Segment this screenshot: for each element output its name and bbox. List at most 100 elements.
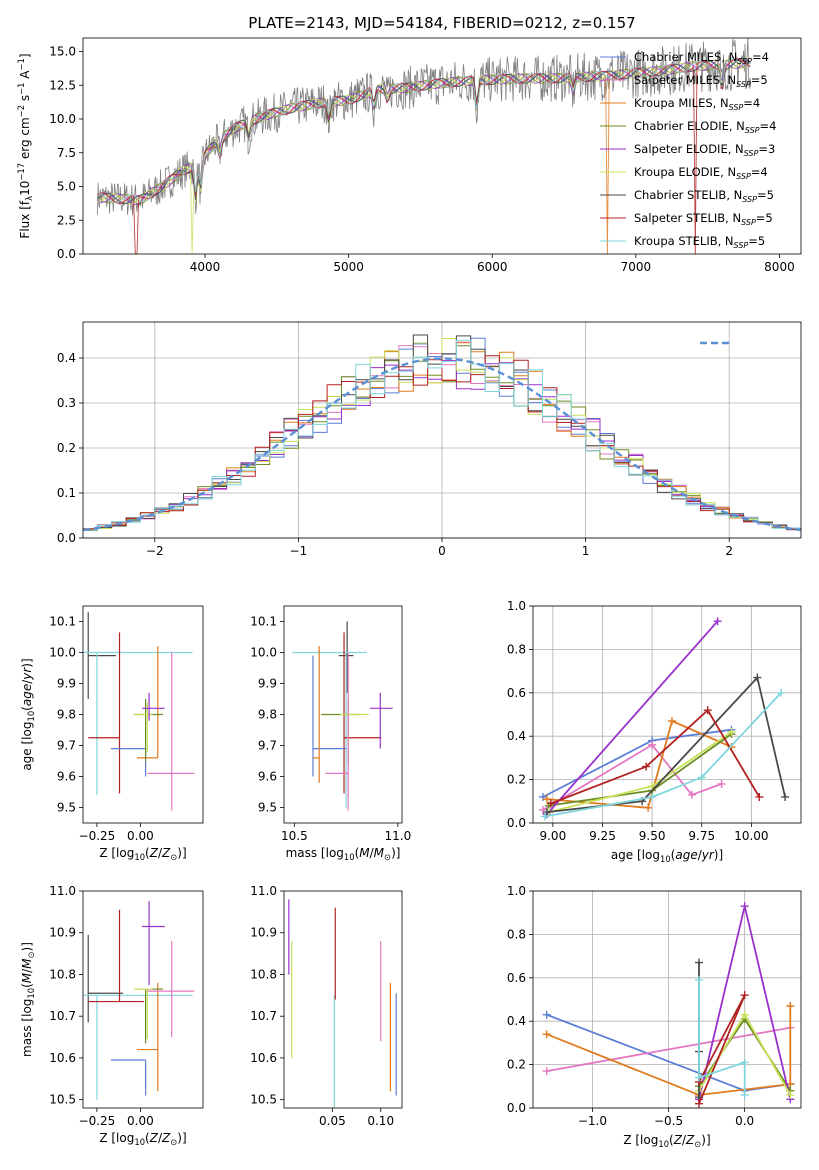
x-tick-label: −1 <box>290 544 308 558</box>
mass-weight-line <box>546 620 719 815</box>
y-tick-label: 11.0 <box>250 884 277 898</box>
mass-weight-marker <box>781 792 790 801</box>
mass-weight-marker <box>542 1030 551 1039</box>
axes-frame <box>283 605 403 824</box>
x-tick-label: 0.00 <box>127 1114 154 1128</box>
y-tick-label: 10.6 <box>250 1051 277 1065</box>
mass-weight-marker <box>542 1067 551 1076</box>
mass-weight-marker <box>687 790 696 799</box>
massweight-vs-metallicity-panel: −1.0 −0.5 0.0 0.0 0.2 0.4 0.6 0.8 1.0 Z [log10(Z/… <box>507 884 802 1149</box>
mass-weight-marker <box>740 991 749 1000</box>
x-axis-label: age [log10(age/yr)] <box>611 848 723 864</box>
y-tick-label: 0.0 <box>57 247 76 261</box>
y-tick-label: 0.2 <box>57 441 76 455</box>
y-tick-label: 0.2 <box>507 1058 526 1072</box>
x-tick-label: 9.25 <box>589 829 616 843</box>
y-tick-label: 10.5 <box>49 1093 76 1107</box>
y-axis-label: mass [log10(M/M⊙)] <box>20 942 36 1057</box>
y-tick-label: 1.0 <box>507 884 526 898</box>
model-spectrum-line <box>97 57 751 205</box>
mass-vs-metallicity-panel: −0.25 0.00 10.5 10.6 10.7 10.8 10.9 11.0 Z [log1… <box>20 884 204 1147</box>
y-tick-label: 10.6 <box>49 1051 76 1065</box>
x-tick-label: 10.5 <box>281 829 308 843</box>
mass-weight-marker <box>648 782 657 791</box>
legend-label: Salpeter MILES, NSSP=5 <box>634 73 768 89</box>
y-tick-label: 0.8 <box>507 927 526 941</box>
plot-area <box>83 612 195 811</box>
x-tick-label: −0.5 <box>654 1114 683 1128</box>
x-tick-label: 0.0 <box>735 1114 754 1128</box>
y-tick-label: 1.0 <box>507 599 526 613</box>
y-tick-label: 10.1 <box>250 615 277 629</box>
x-tick-label: 8000 <box>764 260 795 274</box>
x-tick-label: 9.50 <box>639 829 666 843</box>
plot-area <box>538 617 790 821</box>
y-tick-label: 5.0 <box>57 180 76 194</box>
x-tick-label: 2 <box>725 544 733 558</box>
plot-area <box>288 899 397 1108</box>
mass-weight-marker <box>753 673 762 682</box>
x-tick-label: 7000 <box>621 260 652 274</box>
model-spectrum-line <box>97 59 751 206</box>
y-tick-label: 10.9 <box>250 926 277 940</box>
legend-label: Chabrier MILES, NSSP=4 <box>634 50 769 66</box>
axes-frame <box>82 37 802 255</box>
plot-area <box>83 901 195 1100</box>
mass-weight-marker <box>648 792 657 801</box>
mass-weight-line <box>550 708 761 805</box>
age-vs-mass-panel: 10.5 11.0 9.5 9.6 9.7 9.8 9.9 10.0 10.1 mass [log… <box>250 605 412 862</box>
y-tick-label: 9.9 <box>57 677 76 691</box>
y-tick-label: 10.7 <box>49 1009 76 1023</box>
y-tick-label: 0.6 <box>507 971 526 985</box>
y-tick-label: 9.6 <box>258 770 277 784</box>
model-spectrum-line <box>97 58 751 254</box>
x-tick-label: 1 <box>582 544 590 558</box>
y-tick-label: 9.5 <box>258 801 277 815</box>
y-tick-label: 10.8 <box>250 967 277 981</box>
plot-area <box>97 38 752 254</box>
x-tick-label: 10.00 <box>734 829 768 843</box>
y-tick-label: 0.3 <box>57 396 76 410</box>
axes-frame <box>532 890 802 1109</box>
mass-weight-marker <box>727 727 736 736</box>
plot-area <box>542 902 795 1108</box>
y-tick-label: 0.4 <box>507 1014 526 1028</box>
legend-label: Kroupa MILES, NSSP=4 <box>634 96 760 112</box>
spectrum-panel: 4000 5000 6000 7000 8000 0.0 2.5 5.0 7.5 10.0 12.5… <box>16 37 802 274</box>
y-tick-label: 9.8 <box>57 708 76 722</box>
mass-weight-marker <box>713 617 722 626</box>
legend-label: Salpeter ELODIE, NSSP=3 <box>634 142 775 158</box>
mass-weight-marker <box>777 688 786 697</box>
mass-weight-line <box>698 980 746 1095</box>
axes-frame <box>82 890 204 1109</box>
mass-weight-marker <box>644 803 653 812</box>
y-tick-label: 9.7 <box>258 739 277 753</box>
y-tick-label: 0.0 <box>507 816 526 830</box>
mass-weight-marker <box>740 1010 749 1019</box>
y-tick-label: 0.0 <box>57 531 76 545</box>
mass-weight-marker <box>546 799 555 808</box>
legend-label: Kroupa STELIB, NSSP=5 <box>634 234 765 250</box>
x-tick-label: 6000 <box>477 260 508 274</box>
mass-weight-marker <box>642 762 651 771</box>
y-tick-label: 10.8 <box>49 967 76 981</box>
y-tick-label: 0.4 <box>57 351 76 365</box>
model-spectrum-line <box>97 57 751 254</box>
mass-weight-line <box>546 1026 791 1072</box>
y-tick-label: 11.0 <box>49 884 76 898</box>
mass-weight-marker <box>667 717 676 726</box>
legend-label: Salpeter STELIB, NSSP=5 <box>634 211 773 227</box>
plot-area <box>83 334 801 532</box>
x-tick-label: 11.0 <box>385 829 412 843</box>
y-tick-label: 7.5 <box>57 146 76 160</box>
residual-histogram-step <box>83 334 801 531</box>
x-tick-label: 5000 <box>333 260 364 274</box>
x-tick-label: −0.25 <box>79 1114 116 1128</box>
y-tick-label: 2.5 <box>57 213 76 227</box>
mass-weight-marker <box>694 1099 703 1108</box>
mass-weight-marker <box>717 779 726 788</box>
y-tick-label: 0.6 <box>507 686 526 700</box>
x-tick-label: 0.10 <box>367 1114 394 1128</box>
mass-weight-marker <box>740 1058 749 1067</box>
